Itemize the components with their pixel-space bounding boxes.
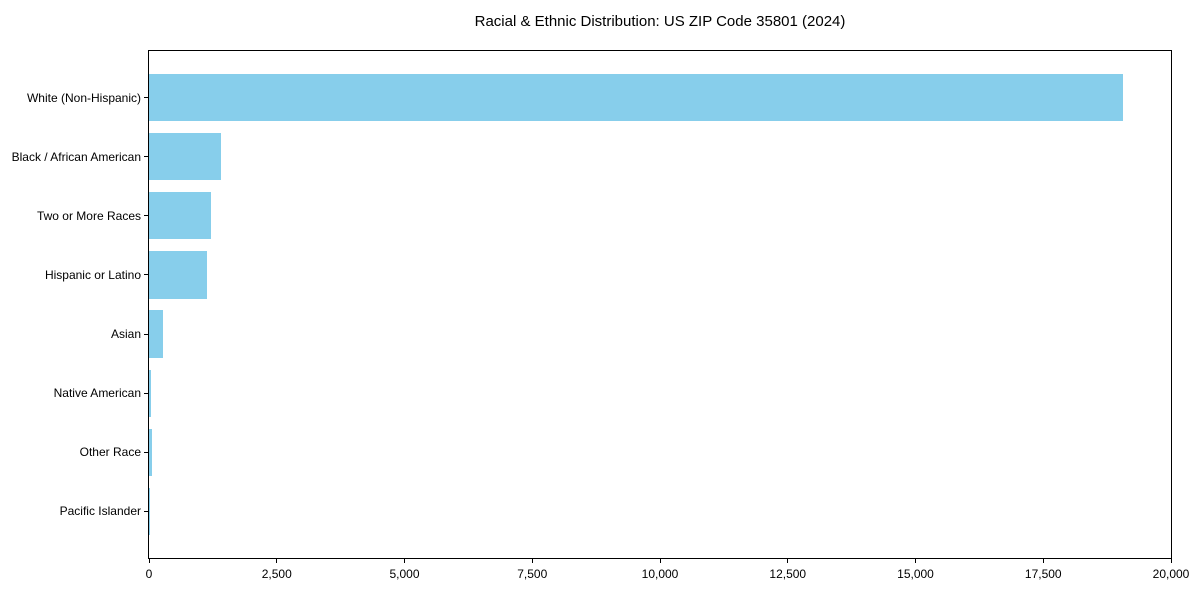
bar (149, 133, 221, 181)
x-tick-label: 5,000 (389, 567, 420, 581)
bar (149, 428, 153, 476)
y-tick-mark (144, 510, 148, 512)
bar (149, 192, 211, 240)
x-tick-label: 2,500 (261, 567, 292, 581)
bar (149, 73, 1123, 122)
x-tick-mark (276, 559, 278, 563)
y-tick-mark (144, 333, 148, 335)
y-axis-category-label: Two or More Races (36, 208, 141, 223)
x-tick-mark (915, 559, 916, 563)
x-tick-mark (531, 559, 533, 563)
x-tick-label: 17,500 (1024, 567, 1062, 581)
x-tick-mark (659, 559, 661, 563)
chart-title: Racial & Ethnic Distribution: US ZIP Cod… (474, 13, 846, 30)
y-tick-mark (144, 97, 148, 99)
y-axis-category-label: Other Race (79, 445, 141, 460)
bar (149, 251, 207, 299)
x-tick-mark (1042, 559, 1044, 563)
y-tick-mark (144, 215, 148, 217)
y-axis-category-label: Black / African American (11, 149, 141, 164)
y-axis-category-label: Asian (110, 327, 141, 342)
y-axis-category-label: Native American (53, 386, 141, 401)
x-tick-label: 0 (145, 567, 153, 581)
x-tick-label: 12,500 (769, 567, 807, 581)
y-tick-mark (144, 392, 148, 394)
y-axis-category-label: Hispanic or Latino (44, 267, 141, 282)
x-tick-label: 15,000 (897, 567, 934, 581)
x-tick-mark (404, 559, 405, 563)
bar (149, 487, 150, 536)
y-tick-mark (144, 156, 148, 158)
y-tick-mark (144, 451, 148, 453)
bar (149, 369, 152, 417)
y-axis-category-label: Pacific Islander (59, 504, 141, 519)
x-tick-label: 10,000 (641, 567, 679, 581)
x-tick-label: 20,000 (1152, 567, 1190, 581)
plot-area (148, 50, 1172, 559)
y-tick-mark (144, 274, 148, 276)
x-tick-mark (787, 559, 789, 563)
x-tick-mark (1170, 559, 1172, 563)
x-tick-mark (148, 559, 150, 563)
bar (149, 310, 164, 358)
y-axis-category-label: White (Non-Hispanic) (26, 90, 141, 105)
x-tick-label: 7,500 (517, 567, 548, 581)
